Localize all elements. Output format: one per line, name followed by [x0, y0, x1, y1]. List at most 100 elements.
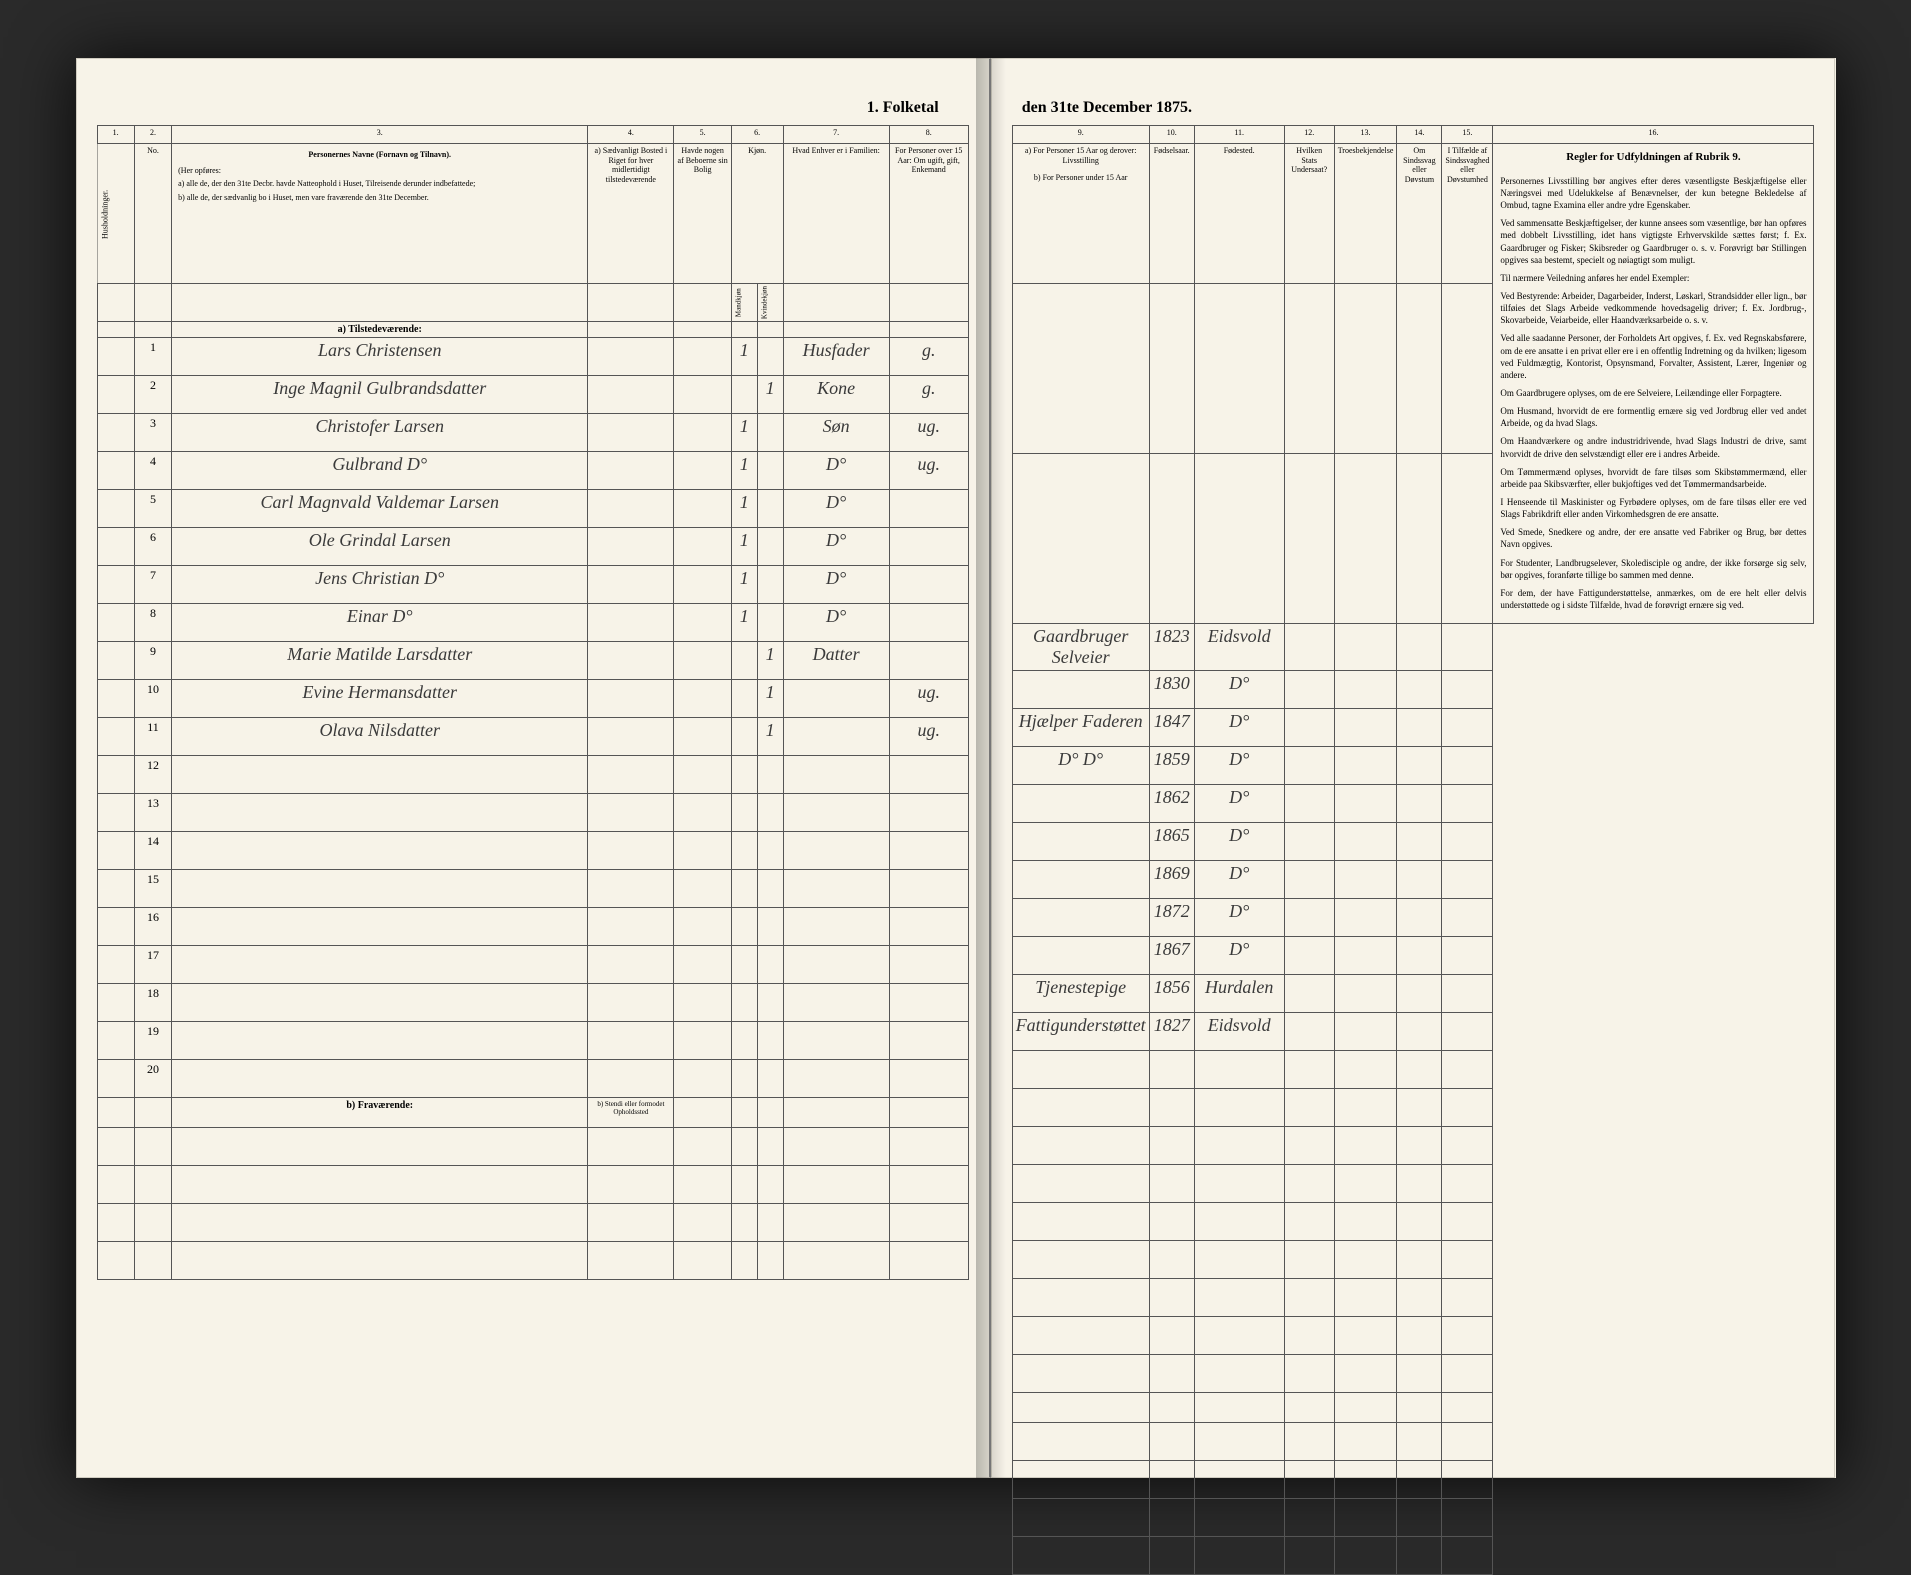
occupation: Tjenestepige: [1012, 975, 1149, 1013]
col14-cell: [1397, 671, 1442, 709]
instr-p8: Om Tømmermænd oplyses, hvorvidt de fare …: [1500, 466, 1806, 490]
table-row: 2Inge Magnil Gulbrandsdatter1Koneg.: [97, 376, 968, 414]
marital: ug.: [889, 680, 968, 718]
relation: Datter: [783, 642, 889, 680]
row-num: 3: [134, 414, 171, 452]
table-row: 1872D°: [1012, 899, 1814, 937]
row-num: 7: [134, 566, 171, 604]
instr-p12: For dem, der have Fattigunderstøttelse, …: [1500, 587, 1806, 611]
col15-cell: [1442, 671, 1493, 709]
occupation: [1012, 671, 1149, 709]
col14-cell: [1397, 823, 1442, 861]
col-10-label: Fødselsaar.: [1149, 144, 1194, 284]
col-6-label: Kjøn.: [731, 144, 783, 284]
col-6-m: Mandkjøn: [731, 284, 757, 322]
col12-cell: [1284, 1013, 1334, 1051]
col13-cell: [1334, 1013, 1397, 1051]
row-hh: [97, 376, 134, 414]
birth-place: D°: [1194, 747, 1284, 785]
table-row-empty: [1012, 1051, 1814, 1089]
marital: g.: [889, 376, 968, 414]
col-10-num: 10.: [1149, 126, 1194, 144]
section-b-row: b) Fraværende: b) Stendi eller formodet …: [97, 1098, 968, 1128]
row-num: 4: [134, 452, 171, 490]
birth-year: 1865: [1149, 823, 1194, 861]
sex-f: [757, 338, 783, 376]
table-row: Tjenestepige1856Hurdalen: [1012, 975, 1814, 1013]
table-row-empty: 17: [97, 946, 968, 984]
person-name: Christofer Larsen: [172, 414, 588, 452]
col-5-label: Havde nogen af Beboerne sin Bolig: [674, 144, 731, 284]
person-name: Gulbrand D°: [172, 452, 588, 490]
table-row-empty: [97, 1166, 968, 1204]
relation: D°: [783, 604, 889, 642]
sex-m: [731, 718, 757, 756]
instr-p4: Ved alle saadanne Personer, der Forholde…: [1500, 332, 1806, 381]
table-row: 8Einar D° 1 D°: [97, 604, 968, 642]
right-page: den 31te December 1875. 9. 10. 11. 12. 1…: [991, 58, 1836, 1478]
col-3-sub-a: a) alle de, der den 31te Decbr. havde Na…: [178, 179, 581, 189]
sex-m: 1: [731, 604, 757, 642]
col15-cell: [1442, 709, 1493, 747]
census-table-left: 1. 2. 3. 4. 5. 6. 7. 8. Husholdninger. N…: [97, 125, 969, 1280]
birth-year: 1856: [1149, 975, 1194, 1013]
sex-f: 1: [757, 680, 783, 718]
instr-p9: I Henseende til Maskinister og Fyrbødere…: [1500, 496, 1806, 520]
col5-cell: [674, 414, 731, 452]
person-name: Einar D°: [172, 604, 588, 642]
table-row-empty: 12: [97, 756, 968, 794]
col-6-f: Kvindekjøn: [757, 284, 783, 322]
instr-p6: Om Husmand, hvorvidt de ere formentlig e…: [1500, 405, 1806, 429]
table-row-empty: 15: [97, 870, 968, 908]
table-row: 1865D°: [1012, 823, 1814, 861]
table-row: 1830D°: [1012, 671, 1814, 709]
person-name: Inge Magnil Gulbrandsdatter: [172, 376, 588, 414]
table-row-empty: 18: [97, 984, 968, 1022]
col15-cell: [1442, 624, 1493, 671]
sex-f: [757, 604, 783, 642]
row-num: 5: [134, 490, 171, 528]
table-row-empty: 19: [97, 1022, 968, 1060]
col-5-num: 5.: [674, 126, 731, 144]
relation: D°: [783, 566, 889, 604]
table-row-empty: [1012, 1317, 1814, 1355]
marital: ug.: [889, 452, 968, 490]
row-hh: [97, 718, 134, 756]
instr-p3: Ved Bestyrende: Arbeider, Dagarbeider, I…: [1500, 290, 1806, 326]
section-a-row: a) Tilstedeværende:: [97, 322, 968, 338]
section-b-label: b) Fraværende:: [172, 1098, 588, 1128]
col15-cell: [1442, 861, 1493, 899]
col15-cell: [1442, 747, 1493, 785]
table-row: Hjælper Faderen1847D°: [1012, 709, 1814, 747]
table-row-empty: 16: [97, 908, 968, 946]
col5-cell: [674, 718, 731, 756]
header-row-left: Husholdninger. No. Personernes Navne (Fo…: [97, 144, 968, 284]
col5-cell: [674, 528, 731, 566]
birth-place: D°: [1194, 899, 1284, 937]
table-row-empty: [97, 1128, 968, 1166]
header-row-right: a) For Personer 15 Aar og derover: Livss…: [1012, 144, 1814, 284]
col-2-num: 2.: [134, 126, 171, 144]
birth-place: Eidsvold: [1194, 624, 1284, 671]
col13-cell: [1334, 975, 1397, 1013]
col14-cell: [1397, 709, 1442, 747]
row-num: 8: [134, 604, 171, 642]
col-16-instructions: Regler for Udfyldningen af Rubrik 9. Per…: [1493, 144, 1814, 624]
sex-m: 1: [731, 338, 757, 376]
occupation: [1012, 937, 1149, 975]
table-row-empty: [1012, 1203, 1814, 1241]
relation: D°: [783, 452, 889, 490]
row-num: 11: [134, 718, 171, 756]
table-row: 11Olava Nilsdatter1ug.: [97, 718, 968, 756]
row-hh: [97, 604, 134, 642]
col12-cell: [1284, 861, 1334, 899]
col4-cell: [588, 642, 674, 680]
birth-place: D°: [1194, 709, 1284, 747]
section-b-col4: b) Stendi eller formodet Opholdssted: [588, 1098, 674, 1128]
col-13-label: Troesbekjendelse: [1334, 144, 1397, 284]
instr-p5: Om Gaardbrugere oplyses, om de ere Selve…: [1500, 387, 1806, 399]
birth-place: D°: [1194, 861, 1284, 899]
person-name: Marie Matilde Larsdatter: [172, 642, 588, 680]
marital: [889, 490, 968, 528]
table-row-empty: [1012, 1537, 1814, 1575]
